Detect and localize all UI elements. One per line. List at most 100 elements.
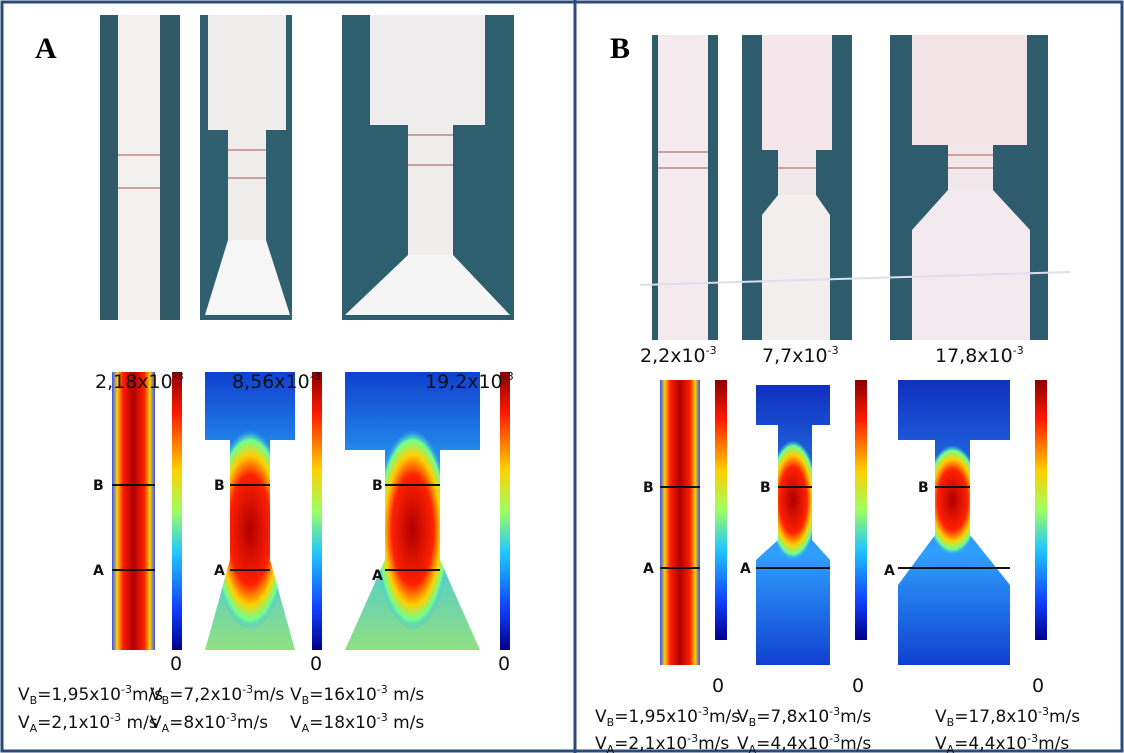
scale-min: 0: [852, 675, 864, 697]
value: =8x10: [169, 713, 226, 733]
marker: A: [214, 563, 225, 579]
symbol: V: [737, 707, 749, 727]
scale-min: 0: [170, 653, 182, 675]
colorbar: [172, 372, 182, 650]
unit: m/s: [388, 685, 425, 705]
scale-max: 8,56x10-3: [232, 370, 321, 393]
scale-max: 19,2x10-3: [425, 370, 514, 393]
marker: B: [643, 480, 654, 496]
scale-min: 0: [712, 675, 724, 697]
marker: A: [740, 561, 751, 577]
scale-max-mantissa: 8,56x10: [232, 371, 310, 393]
exponent: -3: [829, 732, 840, 745]
scale-max-mantissa: 17,8x10: [935, 345, 1013, 367]
scale-max-exponent: -3: [173, 370, 184, 383]
unit: m/s: [698, 734, 729, 753]
value: =2,1x10: [37, 713, 110, 733]
value: =1,95x10: [614, 707, 698, 727]
scale-max-mantissa: 7,7x10: [762, 345, 828, 367]
symbol: V: [290, 713, 302, 733]
scale-max-mantissa: 2,18x10: [95, 371, 173, 393]
symbol: V: [290, 685, 302, 705]
scale-max: 2,2x10-3: [640, 344, 717, 367]
colorbar: [500, 372, 510, 650]
unit: m/s: [1049, 707, 1080, 727]
scale-max-exponent: -3: [1013, 344, 1024, 357]
exponent: -3: [377, 683, 388, 696]
symbol: V: [595, 707, 607, 727]
exponent: -3: [121, 683, 132, 696]
exponent: -3: [829, 705, 840, 718]
symbol: V: [595, 734, 607, 753]
exponent: -3: [110, 711, 121, 724]
scale-max: 7,7x10-3: [762, 344, 839, 367]
unit: m/s: [1038, 734, 1069, 753]
scale-max-exponent: -3: [706, 344, 717, 357]
panel-label: A: [35, 32, 57, 65]
velocity-label: VB=7,8x10-3m/s: [737, 705, 871, 729]
unit: m/s: [253, 685, 284, 705]
exponent: -3: [377, 711, 388, 724]
scale-max: 2,18x10-3: [95, 370, 184, 393]
colorbar: [312, 372, 322, 650]
subscript: B: [30, 694, 38, 707]
unit: m/s: [237, 713, 268, 733]
marker: B: [372, 478, 383, 494]
value: =7,8x10: [756, 707, 829, 727]
velocity-label: VA=4,4x10-3m/s: [935, 732, 1069, 753]
marker: A: [884, 563, 895, 579]
velocity-label: VA=2,1x10-3 m/s: [18, 711, 158, 735]
marker: A: [372, 568, 383, 584]
exponent: -3: [226, 711, 237, 724]
scale-max-mantissa: 19,2x10: [425, 371, 503, 393]
exponent: -3: [687, 732, 698, 745]
value: =16x10: [309, 685, 377, 705]
subscript: B: [302, 694, 310, 707]
value: =17,8x10: [954, 707, 1038, 727]
marker: A: [643, 561, 654, 577]
symbol: V: [150, 713, 162, 733]
symbol: V: [737, 734, 749, 753]
velocity-label: VB=1,95x10-3m/s: [18, 683, 163, 707]
scale-max-exponent: -3: [310, 370, 321, 383]
exponent: -3: [1027, 732, 1038, 745]
marker: B: [214, 478, 225, 494]
exponent: -3: [242, 683, 253, 696]
scale-min: 0: [1032, 675, 1044, 697]
unit: m/s: [709, 707, 740, 727]
colorbar: [855, 380, 867, 640]
scale-max-exponent: -3: [503, 370, 514, 383]
scale-max: 17,8x10-3: [935, 344, 1024, 367]
symbol: V: [18, 713, 30, 733]
velocity-label: VB=16x10-3 m/s: [290, 683, 424, 707]
value: =1,95x10: [37, 685, 121, 705]
unit: m/s: [388, 713, 425, 733]
symbol: V: [935, 707, 947, 727]
velocity-label: VB=7,2x10-3m/s: [150, 683, 284, 707]
subscript: B: [607, 716, 615, 729]
marker: B: [93, 478, 104, 494]
scale-min: 0: [310, 653, 322, 675]
scale-min: 0: [498, 653, 510, 675]
marker: A: [93, 563, 104, 579]
subscript: B: [162, 694, 170, 707]
scale-max-exponent: -3: [828, 344, 839, 357]
velocity-label: VA=4,4x10-3m/s: [737, 732, 871, 753]
marker: B: [760, 480, 771, 496]
exponent: -3: [1038, 705, 1049, 718]
exponent: -3: [698, 705, 709, 718]
value: =18x10: [309, 713, 377, 733]
marker: B: [918, 480, 929, 496]
colorbar: [715, 380, 727, 640]
figure: B A B A B A B A B A B A A B 2,18x10-308,…: [0, 0, 1124, 753]
panel-label: B: [610, 32, 630, 65]
colorbar: [1035, 380, 1047, 640]
subscript: B: [947, 716, 955, 729]
velocity-label: VA=2,1x10-3m/s: [595, 732, 729, 753]
scale-max-mantissa: 2,2x10: [640, 345, 706, 367]
subscript: B: [749, 716, 757, 729]
velocity-label: VB=1,95x10-3m/s: [595, 705, 740, 729]
value: =4,4x10: [954, 734, 1027, 753]
symbol: V: [18, 685, 30, 705]
value: =7,2x10: [169, 685, 242, 705]
